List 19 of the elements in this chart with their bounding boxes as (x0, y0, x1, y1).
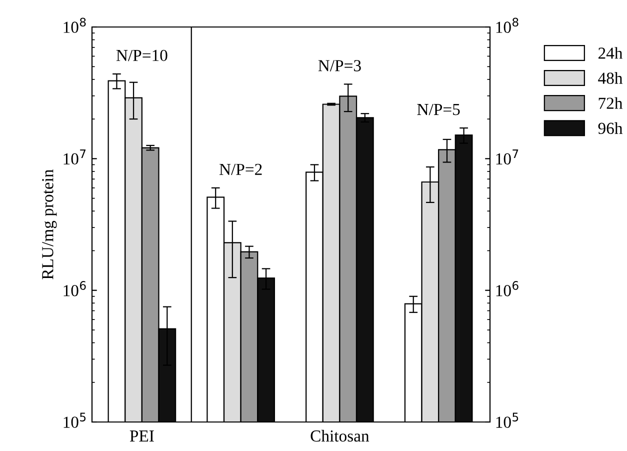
y-tick-label: 10$^{8}$ (64, 18, 86, 33)
text: 10$^{8}$ (496, 18, 518, 33)
legend-label: 72h (598, 97, 623, 109)
y-tick-label: 10$^{6}$ (64, 281, 86, 296)
x-tick-label: N/P=10 (116, 50, 168, 62)
y-axis-title: RLU/mg protein (42, 169, 57, 280)
legend-label: 96h (598, 122, 623, 134)
text: Chitosan (310, 430, 370, 442)
legend-label: 48h (598, 72, 623, 84)
y-tick-label: 10$^{5}$ (64, 412, 86, 428)
text: 10$^{7}$ (496, 149, 518, 165)
text: 10$^{5}$ (496, 412, 518, 428)
x-tick-label: N/P=5 (417, 104, 460, 116)
x-tick-label: N/P=2 (219, 164, 262, 176)
y-tick-label: 10$^{7}$ (64, 149, 86, 165)
text: 10$^{6}$ (496, 281, 518, 296)
x-tick-label: N/P=3 (318, 60, 361, 72)
text: PEI (130, 430, 154, 442)
legend-label: 24h (598, 47, 623, 59)
